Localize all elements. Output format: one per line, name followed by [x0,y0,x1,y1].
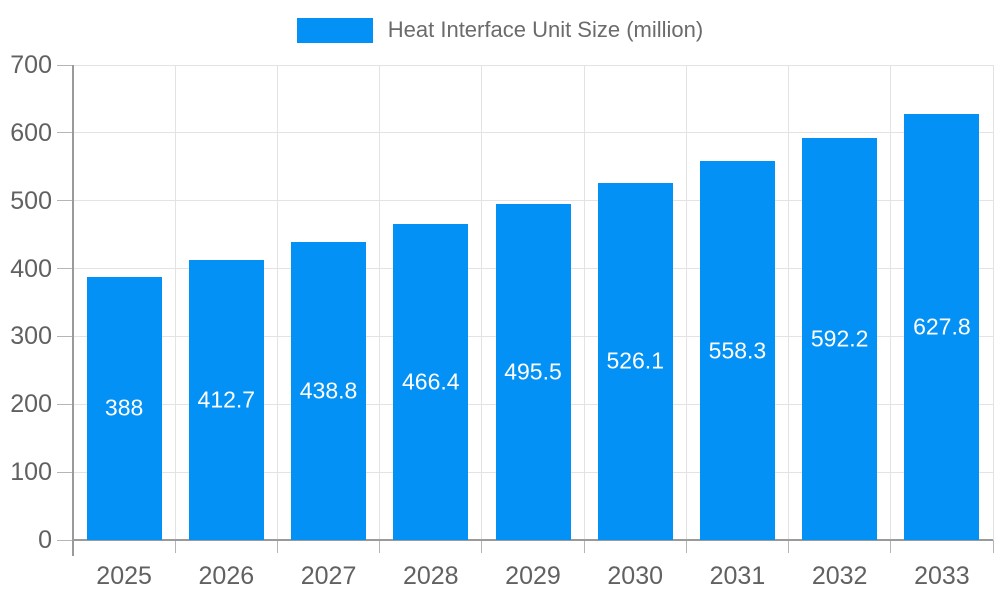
bar-value-label: 495.5 [504,358,562,385]
bar-2028[interactable]: 466.4 [393,223,469,540]
x-axis-tick [276,540,278,553]
bar-value-label: 388 [104,394,144,421]
y-gridline [73,132,993,134]
plot-area: 0 100 200 300 400 500 600 700 388 412.7 438.8 466.4… [10,51,994,590]
x-gridline [583,65,585,540]
x-axis-tick [583,540,585,553]
x-gridline [685,65,687,540]
x-gridline [481,65,483,540]
x-axis-tick-label: 2027 [300,562,357,590]
bar-value-label: 627.8 [913,313,971,340]
bar-2033[interactable]: 627.8 [904,113,980,540]
bar-2026[interactable]: 412.7 [188,259,264,540]
y-axis-tick-label: 400 [10,254,52,283]
bar-2029[interactable]: 495.5 [495,203,571,540]
bar-value-label: 438.8 [299,377,358,404]
y-axis-tick-label: 0 [38,526,52,554]
x-gridline [174,65,176,540]
bar-value-label: 466.4 [401,368,460,395]
x-gridline [276,65,278,540]
y-axis-tick-label: 500 [10,186,52,215]
x-axis-tick-label: 2025 [96,562,152,590]
bar-2027[interactable]: 438.8 [291,242,367,540]
x-gridline [788,65,790,540]
bar-value-label: 558.3 [708,337,767,364]
x-axis-tick-label: 2031 [709,562,766,590]
y-axis-tick-label: 200 [10,390,52,419]
y-axis-tick-label: 300 [10,322,52,351]
bar-value-label: 412.7 [197,386,256,413]
y-axis-tick [57,471,73,473]
x-axis-tick-label: 2029 [505,562,561,590]
x-axis-tick-label: 2032 [811,562,868,590]
x-axis-tick [481,540,483,553]
bar-2025[interactable]: 388 [86,276,162,540]
bar-2031[interactable]: 558.3 [699,161,775,540]
x-axis-tick [174,540,176,553]
bar-2030[interactable]: 526.1 [597,183,673,540]
y-axis-tick [57,335,73,337]
y-gridline [73,200,993,202]
legend[interactable]: Heat Interface Unit Size (million) [0,17,1000,43]
y-axis-tick [57,268,73,270]
y-axis-tick [57,200,73,202]
y-axis-tick [57,132,73,134]
x-axis-tick-label: 2026 [198,562,255,590]
y-axis-tick-label: 700 [10,51,52,79]
y-axis-tick [57,539,73,541]
x-axis-tick [890,540,892,553]
y-axis-tick [57,64,73,66]
legend-swatch [296,17,373,43]
y-axis-tick [57,403,73,405]
x-axis-tick [685,540,687,553]
x-axis-tick-label: 2028 [402,562,459,590]
x-gridline [992,65,994,540]
x-axis-tick-label: 2030 [607,562,664,590]
y-axis-tick-label: 600 [10,118,52,147]
bar-value-label: 592.2 [810,325,869,352]
x-gridline [379,65,381,540]
x-axis-tick [379,540,381,553]
x-axis-tick-label: 2033 [914,562,970,590]
y-axis-tick-label: 100 [10,458,52,487]
legend-label: Heat Interface Unit Size (million) [387,17,704,42]
x-axis-tick [788,540,790,553]
bar-2032[interactable]: 592.2 [802,138,878,540]
bar-value-label: 526.1 [606,347,664,374]
x-axis-tick [992,540,994,553]
x-axis-line [73,539,993,541]
y-gridline [73,64,993,66]
x-gridline [890,65,892,540]
y-axis-line [72,65,74,556]
